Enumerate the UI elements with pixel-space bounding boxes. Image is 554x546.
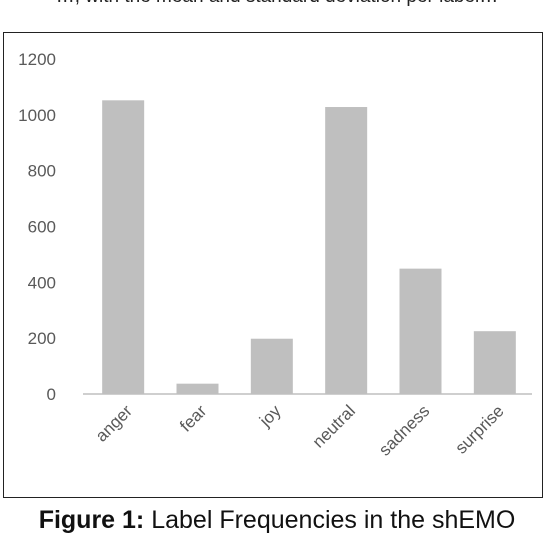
x-tick-label: sadness <box>375 401 433 459</box>
y-tick-label: 800 <box>28 162 56 181</box>
bar <box>102 100 145 395</box>
y-tick-label: 1200 <box>18 50 56 69</box>
x-tick-label: neutral <box>309 401 359 451</box>
y-tick-label: 600 <box>28 218 56 237</box>
chart-frame: 0 200 400 600 800 1000 1200 anger fear joy neutral… <box>3 32 543 498</box>
bar-chart: 0 200 400 600 800 1000 1200 anger fear joy neutral… <box>18 50 532 460</box>
bar <box>250 338 293 394</box>
x-tick-label: anger <box>92 401 136 445</box>
figure-caption-text: Label Frequencies in the shEMO <box>151 506 516 534</box>
y-tick-label: 0 <box>47 385 56 404</box>
partial-text-line: …, with the mean and standard deviation … <box>0 0 554 8</box>
bar <box>399 268 442 394</box>
bar <box>325 107 368 395</box>
bar <box>473 331 516 394</box>
figure-caption: Figure 1: Label Frequencies in the shEMO <box>0 506 554 546</box>
y-tick-label: 1000 <box>18 106 56 125</box>
x-tick-label: fear <box>176 401 210 435</box>
y-tick-label: 400 <box>28 273 56 292</box>
y-tick-label: 200 <box>28 329 56 348</box>
figure-caption-label: Figure 1: <box>38 506 145 534</box>
bar <box>176 383 219 394</box>
x-tick-label: surprise <box>451 401 507 457</box>
x-tick-label: joy <box>255 401 285 431</box>
